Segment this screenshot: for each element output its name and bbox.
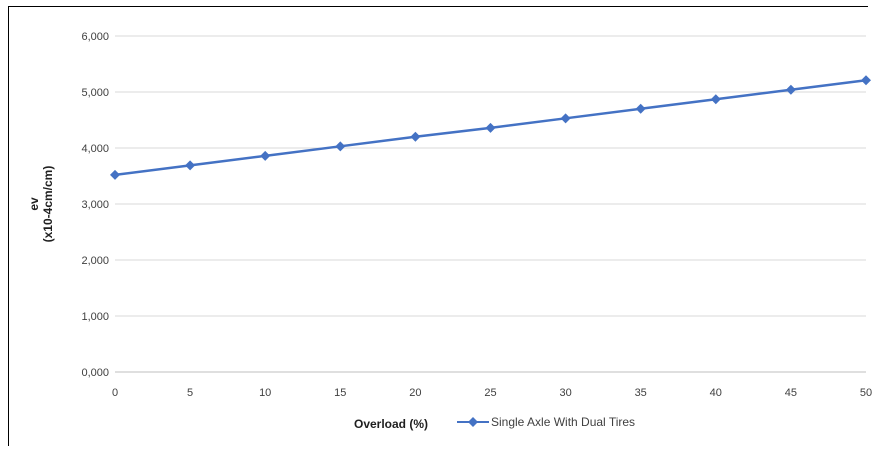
data-point [260,150,271,161]
x-tick-label: 15 [334,387,346,399]
x-tick-label: 45 [785,387,797,399]
x-tick-label: 20 [409,387,421,399]
y-tick-label: 6,000 [81,31,109,43]
y-axis-ticks: 0,000 1,000 2,000 3,000 4,000 5,000 6,000 [81,31,109,379]
y-tick-label: 3,000 [81,199,109,211]
data-point [560,113,571,124]
gridlines [115,35,866,373]
series-layer [110,75,871,180]
data-point [410,131,421,142]
y-axis-unit: (x10-4cm/cm) [41,166,55,243]
y-tick-label: 5,000 [81,87,109,99]
y-tick-label: 2,000 [81,255,109,267]
x-axis-ticks: 0 5 10 15 20 25 30 35 40 45 50 [112,387,872,399]
x-tick-label: 40 [710,387,722,399]
chart-frame [8,6,868,446]
x-tick-label: 25 [484,387,496,399]
y-tick-label: 0,000 [81,367,109,379]
x-tick-label: 5 [187,387,193,399]
legend-label: Single Axle With Dual Tires [491,415,635,429]
data-point [635,103,646,114]
y-axis-label: ev [27,197,41,211]
y-tick-label: 4,000 [81,143,109,155]
y-tick-label: 1,000 [81,311,109,323]
data-point [861,75,871,86]
data-point [110,169,120,180]
data-point [485,122,496,133]
x-tick-label: 30 [559,387,571,399]
x-tick-label: 35 [635,387,647,399]
x-axis-label: Overload (%) [354,417,428,431]
data-point [785,84,796,95]
x-tick-label: 50 [860,387,872,399]
data-point [335,141,346,152]
legend: Single Axle With Dual Tires [457,415,635,429]
x-tick-label: 0 [112,387,118,399]
data-point [710,94,721,105]
data-point [185,160,196,171]
x-tick-label: 10 [259,387,271,399]
legend-marker [468,417,478,427]
